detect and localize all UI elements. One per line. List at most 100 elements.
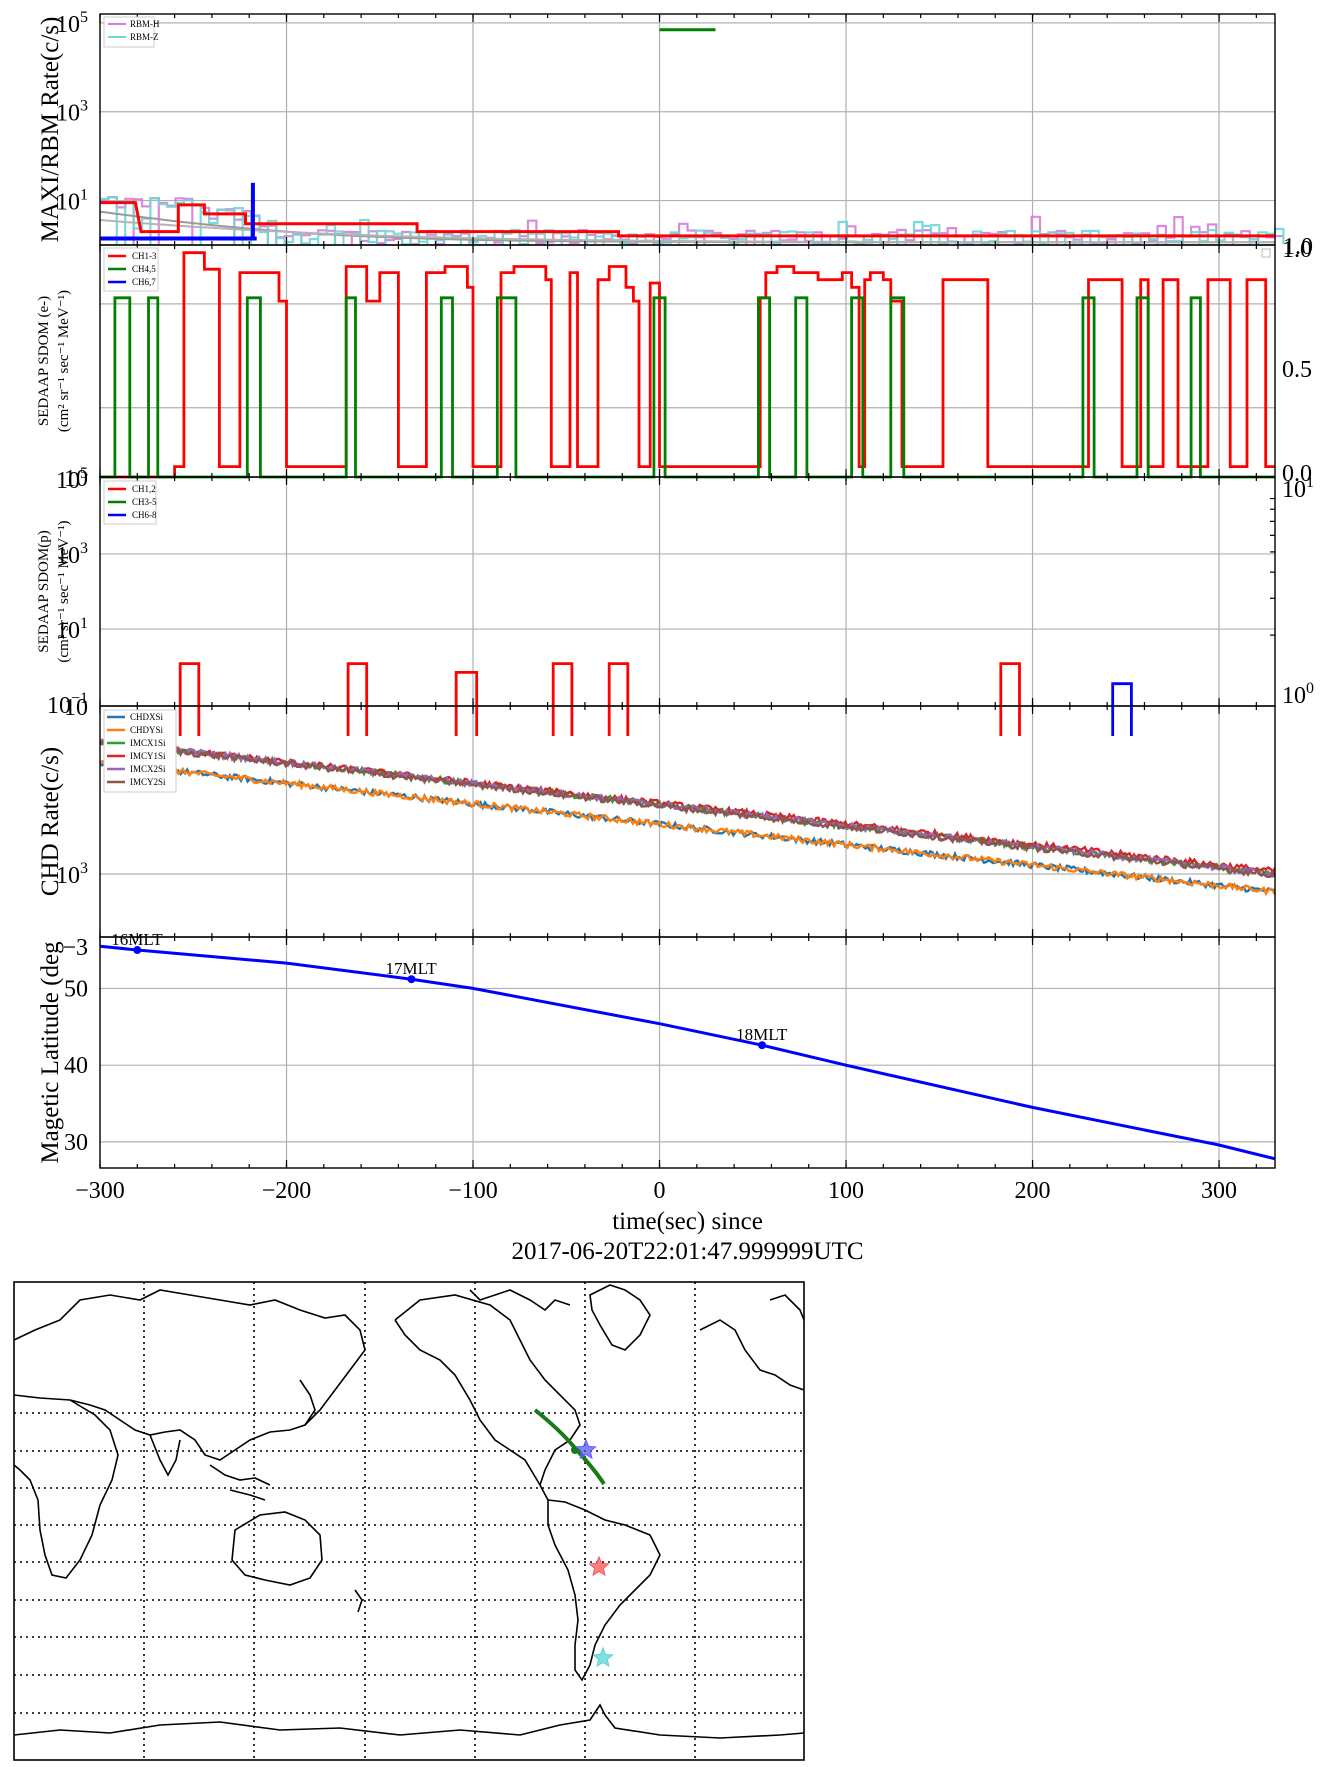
overlay-line: [100, 201, 1275, 238]
map-frame: [13, 1281, 805, 1761]
satellite-position: [571, 1446, 579, 1454]
series-ch1-3: [100, 251, 1275, 479]
right-ytick-label: 1.0: [1283, 234, 1313, 260]
legend-label: CH1-3: [132, 251, 157, 261]
legend-label: CHDYSi: [130, 725, 164, 735]
legend-box: [103, 16, 155, 48]
coastline: [209, 1464, 271, 1501]
y-axis-label: SEDAAP SDOM (e-): [36, 296, 52, 426]
pulse: [346, 662, 369, 736]
coastline: [469, 1289, 571, 1312]
mlt-label: 18MLT: [736, 1025, 788, 1044]
ytick-label: 10−1: [47, 690, 88, 719]
legend-label: IMCX2Si: [130, 764, 166, 774]
ytick-label: 101: [56, 187, 88, 216]
pulse: [551, 662, 574, 736]
ytick-label: 10: [64, 695, 88, 721]
ytick-label: 105: [56, 9, 88, 38]
coastline: [394, 1294, 581, 1501]
ytick-label: 10−4: [47, 0, 88, 6]
ytick-label: 10−1: [47, 0, 88, 6]
right-ytick-label: 0.0: [1282, 461, 1312, 487]
legend-label: IMCY2Si: [130, 777, 166, 787]
legend-label: RBM-H: [130, 19, 160, 29]
world-map: [13, 1281, 805, 1761]
ytick-label: 103: [56, 860, 88, 889]
mlt-point: [407, 975, 416, 984]
right-ytick-label: 1.0: [1282, 237, 1312, 263]
xtick-label: −100: [448, 1178, 498, 1204]
mlt-label: 17MLT: [385, 959, 437, 978]
pulse: [607, 662, 630, 736]
grid-layer: [100, 14, 1275, 1168]
legend-label: CH6-8: [132, 510, 157, 520]
xtick-label: −200: [262, 1178, 312, 1204]
coastline: [769, 1294, 805, 1321]
coastline: [394, 1319, 541, 1486]
coastline: [699, 1319, 805, 1391]
right-ytick-label: 100: [1282, 680, 1314, 709]
fit-curve-2: [99, 219, 1275, 244]
panel-frame: [99, 476, 1276, 707]
mlt-label: 16MLT: [111, 930, 163, 949]
data-layer: [99, 28, 1285, 1161]
coastline: [354, 1589, 363, 1613]
text-layer: 101 103 105 1.0 MAXI/RBM Rate(c/s) RBM-H RBM-Z…: [36, 0, 1314, 1265]
pulse: [999, 662, 1021, 736]
pulse: [1111, 682, 1133, 736]
coastline: [13, 1394, 119, 1579]
y-axis-label: (cm² sr⁻¹ sec⁻¹ MeV⁻¹): [56, 520, 72, 662]
xtick-label: 200: [1015, 1178, 1051, 1204]
legend-label: IMCY1Si: [130, 751, 166, 761]
xtick-label: −300: [75, 1178, 125, 1204]
panel-frame: [99, 13, 1276, 246]
coastline: [149, 1434, 181, 1477]
legend: RBM-H RBM-Z: [103, 16, 160, 48]
ytick-label: −3: [62, 935, 88, 961]
legend-label: RBM-Z: [130, 32, 159, 42]
ytick-label: 105: [56, 465, 88, 494]
y-axis-label: MAXI/RBM Rate(c/s): [37, 17, 64, 243]
x-axis-label: 2017-06-20T22:01:47.999999UTC: [511, 1238, 863, 1265]
red-star-marker: [588, 1555, 610, 1577]
legend: CH1,2 CH3-5 CH6-8: [103, 480, 157, 525]
xtick-label: 100: [828, 1178, 864, 1204]
blue-star-marker: [575, 1438, 597, 1460]
legend-label: IMCX1Si: [130, 738, 166, 748]
series-magnetic-latitude: [99, 944, 1276, 1161]
y-axis-label: (cm² sr⁻¹ sec⁻¹ MeV⁻¹): [56, 290, 72, 432]
ytick-label: 103: [56, 540, 88, 569]
cyan-star-marker: [592, 1646, 614, 1668]
series-imcy2si: [99, 739, 1276, 879]
legend-box: [103, 709, 177, 793]
coastline: [547, 1499, 661, 1682]
coastline: [231, 1511, 323, 1586]
xtick-label: 0: [654, 1178, 666, 1204]
legend-label: CH1,2: [132, 484, 156, 494]
coastline: [13, 1703, 805, 1739]
legend: CH1-3 CH4,5 CH6,7: [103, 247, 159, 292]
coastline: [589, 1284, 651, 1351]
y-axis-label: Magetic Latitude (deg: [37, 941, 64, 1164]
mlt-point: [133, 946, 142, 955]
right-ytick-label: 0.5: [1282, 357, 1312, 383]
mlt-point: [758, 1041, 767, 1050]
y-axis-label: SEDAAP SDOM(p): [36, 530, 52, 652]
y-axis-label: CHD Rate(c/s): [37, 747, 64, 896]
panel-frame: [99, 705, 1276, 938]
series-chdysi: [99, 759, 1277, 897]
legend-label: CH3-5: [132, 497, 157, 507]
ytick-label: 10: [64, 466, 88, 492]
ytick-label: 50: [64, 976, 88, 1002]
ytick-label: 30: [64, 1130, 88, 1156]
axes-layer: [99, 13, 1276, 1169]
ytick-label: 103: [56, 98, 88, 127]
legend: CHDXSi CHDYSi IMCX1Si IMCY1Si IMCX2Si IMCY2Si: [103, 709, 177, 793]
pulse: [178, 662, 201, 736]
xtick-label: 300: [1201, 1178, 1237, 1204]
pulse: [454, 671, 479, 736]
coastline: [299, 1379, 316, 1426]
legend-label: CH4,5: [132, 264, 156, 274]
right-ytick-label: 101: [1282, 474, 1314, 503]
